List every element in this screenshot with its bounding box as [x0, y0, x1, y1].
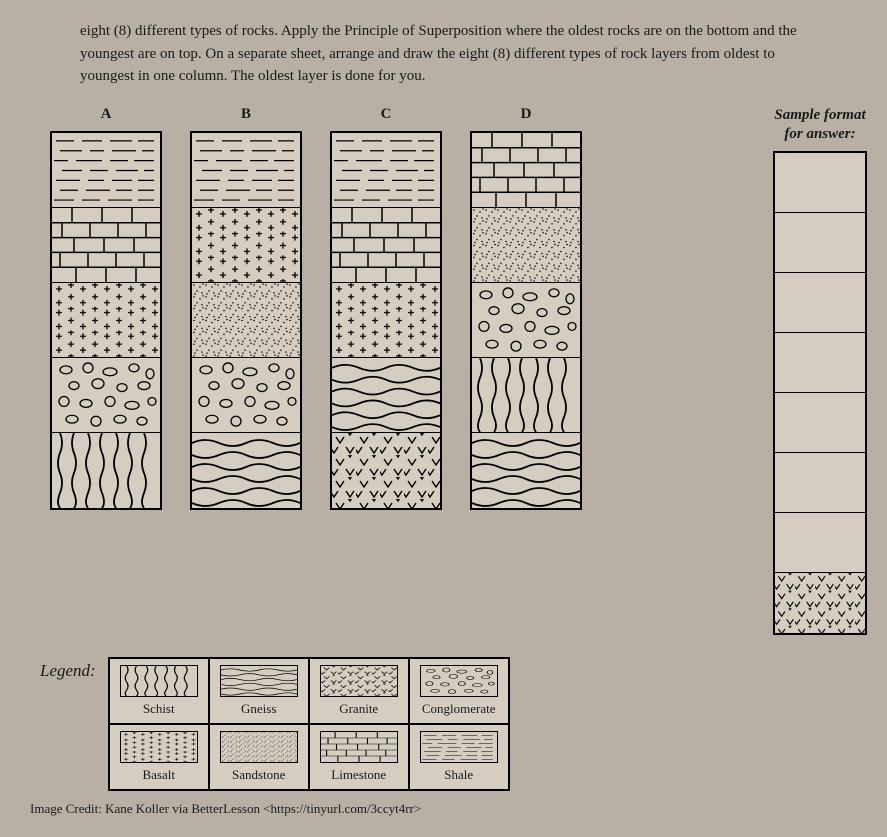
layer-sandstone: [192, 283, 300, 358]
column-label-C: C: [381, 106, 392, 123]
layer-basalt: [192, 208, 300, 283]
layer-schist: [52, 433, 160, 508]
legend-label-granite: Granite: [320, 701, 398, 717]
legend-label-gneiss: Gneiss: [220, 701, 298, 717]
sample-stack: [773, 151, 867, 635]
sample-layer-empty: [775, 453, 865, 513]
swatch-conglomerate: [420, 665, 498, 697]
column-C: C: [330, 106, 442, 510]
diagram-area: A B C D Sample format for answer:: [20, 106, 867, 635]
sample-layer-empty: [775, 513, 865, 573]
layer-conglomerate: [472, 283, 580, 358]
layer-gneiss: [332, 358, 440, 433]
swatch-gneiss: [220, 665, 298, 697]
legend-label-sandstone: Sandstone: [220, 767, 298, 783]
legend-label-shale: Shale: [420, 767, 498, 783]
legend: Legend: Schist Gneiss Granite Conglomerate B…: [20, 657, 867, 791]
legend-basalt: Basalt: [109, 724, 209, 790]
column-label-D: D: [521, 106, 532, 123]
sample-layer-empty: [775, 153, 865, 213]
layer-conglomerate: [192, 358, 300, 433]
swatch-schist: [120, 665, 198, 697]
layer-basalt: [332, 283, 440, 358]
sample-layer-empty: [775, 273, 865, 333]
swatch-sandstone: [220, 731, 298, 763]
legend-grid: Schist Gneiss Granite Conglomerate Basalt San…: [108, 657, 510, 791]
layer-gneiss: [472, 433, 580, 508]
image-credit: Image Credit: Kane Koller via BetterLess…: [20, 801, 867, 817]
rock-columns: A B C D: [20, 106, 582, 510]
layer-conglomerate: [52, 358, 160, 433]
column-A: A: [50, 106, 162, 510]
sample-format: Sample format for answer:: [773, 106, 867, 635]
column-label-A: A: [101, 106, 112, 123]
swatch-granite: [320, 665, 398, 697]
layer-limestone: [472, 133, 580, 208]
legend-label-basalt: Basalt: [120, 767, 198, 783]
stack-A: [50, 131, 162, 510]
layer-limestone: [52, 208, 160, 283]
sample-layer-empty: [775, 393, 865, 453]
layer-shale: [52, 133, 160, 208]
layer-shale: [332, 133, 440, 208]
swatch-limestone: [320, 731, 398, 763]
sample-title-1: Sample format: [774, 107, 865, 123]
legend-title: Legend:: [40, 657, 96, 681]
layer-gneiss: [192, 433, 300, 508]
legend-conglomerate: Conglomerate: [409, 658, 509, 724]
layer-basalt: [52, 283, 160, 358]
legend-gneiss: Gneiss: [209, 658, 309, 724]
column-B: B: [190, 106, 302, 510]
layer-shale: [192, 133, 300, 208]
layer-sandstone: [472, 208, 580, 283]
swatch-basalt: [120, 731, 198, 763]
stack-D: [470, 131, 582, 510]
instructions: eight (8) different types of rocks. Appl…: [20, 20, 867, 88]
layer-limestone: [332, 208, 440, 283]
legend-label-conglomerate: Conglomerate: [420, 701, 498, 717]
sample-layer-empty: [775, 333, 865, 393]
sample-title-2: for answer:: [784, 126, 855, 142]
sample-layer-oldest: [775, 573, 865, 633]
stack-B: [190, 131, 302, 510]
legend-label-schist: Schist: [120, 701, 198, 717]
legend-granite: Granite: [309, 658, 409, 724]
swatch-shale: [420, 731, 498, 763]
column-label-B: B: [241, 106, 251, 123]
legend-schist: Schist: [109, 658, 209, 724]
legend-sandstone: Sandstone: [209, 724, 309, 790]
layer-granite: [332, 433, 440, 508]
column-D: D: [470, 106, 582, 510]
stack-C: [330, 131, 442, 510]
legend-limestone: Limestone: [309, 724, 409, 790]
legend-label-limestone: Limestone: [320, 767, 398, 783]
legend-shale: Shale: [409, 724, 509, 790]
sample-layer-empty: [775, 213, 865, 273]
layer-schist: [472, 358, 580, 433]
